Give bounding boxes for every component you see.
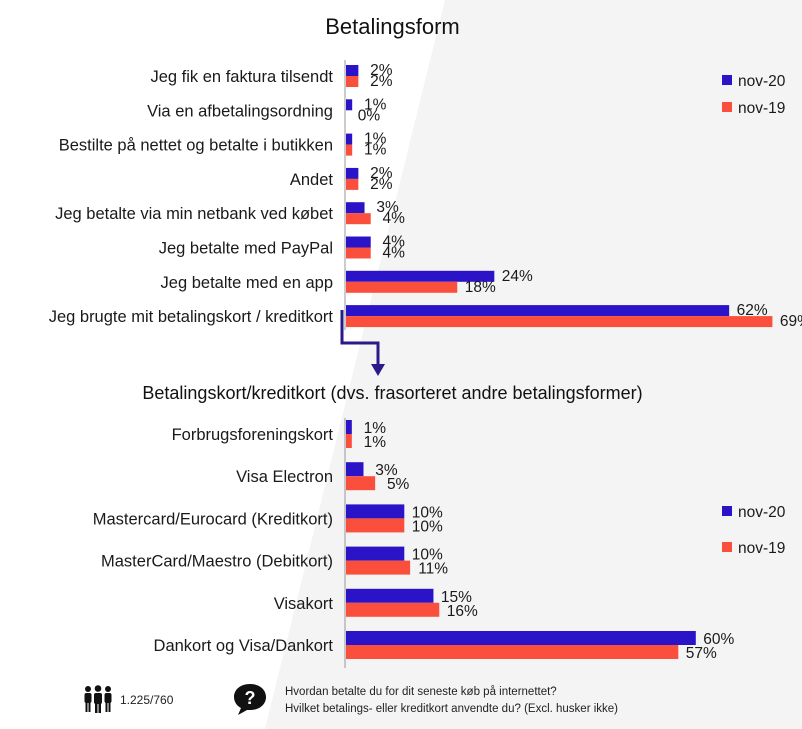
chart1-bar-nov19 [346, 144, 353, 156]
chart1-data-label: 0% [358, 107, 381, 124]
chart2-data-label: 60% [703, 631, 734, 648]
chart2-bar-nov19 [346, 602, 440, 617]
chart2-bar-nov20 [346, 631, 696, 645]
chart2-data-label: 1% [364, 434, 387, 451]
chart1-category-label: Jeg betalte via min netbank ved købet [55, 205, 333, 223]
chart2-data-label: 3% [375, 462, 398, 479]
chart1-data-label: 4% [383, 210, 406, 227]
chart2-legend-label: nov-19 [738, 540, 785, 557]
chart1-data-label: 18% [465, 279, 496, 296]
chart1-data-label: 3% [376, 199, 399, 216]
chart2-data-label: 15% [441, 589, 472, 606]
chart1-bar-nov20 [346, 236, 371, 248]
chart1-bar-nov20 [346, 202, 365, 214]
chart2-bar-nov20 [346, 462, 364, 477]
question-line-2: Hvilket betalings- eller kreditkort anve… [285, 703, 619, 715]
chart2-bar-nov19 [346, 476, 376, 491]
chart1-bar-nov19 [346, 178, 359, 190]
chart1-bar-nov20 [346, 133, 353, 145]
chart2-category-label: Visa Electron [236, 468, 333, 486]
chart1-data-label: 4% [383, 245, 406, 262]
chart2-title: Betalingskort/kreditkort (dvs. frasorter… [142, 383, 643, 403]
chart1-bar-nov20 [346, 305, 730, 317]
chart1-category-label: Jeg betalte med en app [161, 274, 333, 292]
chart1-bar-nov19 [346, 76, 359, 87]
chart1-category-label: Jeg fik en faktura tilsendt [150, 68, 333, 86]
chart1-data-label: 2% [370, 62, 393, 79]
chart2-data-label: 5% [387, 476, 410, 493]
chart1-category-label: Jeg betalte med PayPal [159, 240, 333, 258]
chart2-legend-swatch [722, 506, 732, 516]
chart2-bar-nov20 [346, 420, 352, 434]
chart2-data-label: 1% [364, 420, 387, 437]
chart1-category-label: Bestilte på nettet og betalte i butikken [59, 137, 333, 155]
chart1-bar-nov19 [346, 281, 458, 293]
chart1-legend-label: nov-19 [738, 100, 785, 117]
people-icon [82, 684, 114, 719]
chart1-bar-nov20 [346, 167, 359, 179]
question-bubble-icon: ? [232, 682, 268, 721]
chart2-bar-nov19 [346, 434, 352, 448]
chart2-bar-nov20 [346, 588, 434, 603]
chart1-data-label: 4% [383, 234, 406, 251]
chart2-bar-nov20 [346, 546, 405, 561]
chart1-data-label: 1% [364, 131, 387, 148]
chart1-data-label: 2% [370, 73, 393, 90]
svg-text:?: ? [245, 688, 256, 708]
chart1-bar-nov19 [346, 316, 773, 328]
chart2-data-label: 10% [412, 547, 443, 564]
chart1-legend-label: nov-20 [738, 73, 786, 90]
chart1-data-label: 1% [364, 96, 387, 113]
chart2-category-label: Dankort og Visa/Dankort [154, 637, 334, 655]
chart1-bar-nov20 [346, 99, 353, 111]
chart1-data-label: 69% [780, 313, 802, 330]
chart2-legend-swatch [722, 542, 732, 552]
chart2-data-label: 10% [412, 518, 443, 535]
chart1-data-label: 1% [364, 142, 387, 159]
chart1-category-label: Andet [290, 171, 334, 189]
chart1-category-label: Via en afbetalingsordning [147, 102, 333, 120]
chart2-data-label: 16% [447, 603, 478, 620]
chart1-bar-nov20 [346, 270, 495, 282]
chart1-legend-swatch [722, 102, 732, 112]
chart1-data-label: 62% [737, 302, 768, 319]
chart2-bar-nov19 [346, 560, 411, 575]
chart2-bar-nov19 [346, 518, 405, 533]
chart2-bar-nov19 [346, 645, 679, 659]
chart1-bar-nov20 [346, 65, 359, 76]
chart1-category-label: Jeg brugte mit betalingskort / kreditkor… [49, 308, 334, 326]
chart2-data-label: 57% [686, 645, 717, 662]
chart2-category-label: Forbrugsforeningskort [172, 426, 334, 444]
chart2-category-label: Mastercard/Eurocard (Kreditkort) [93, 510, 333, 528]
chart1-bar-nov19 [346, 213, 371, 225]
connector-arrowhead [371, 364, 385, 376]
chart1-data-label: 2% [370, 176, 393, 193]
chart2-data-label: 11% [418, 561, 448, 578]
chart2-bar-nov20 [346, 504, 405, 519]
chart2-legend-label: nov-20 [738, 504, 786, 521]
chart2-category-label: MasterCard/Maestro (Debitkort) [101, 553, 333, 571]
sample-size: 1.225/760 [120, 693, 174, 707]
chart1-bar-nov19 [346, 247, 371, 259]
question-line-1: Hvordan betalte du for dit seneste køb p… [285, 686, 557, 698]
chart1-title: Betalingsform [325, 14, 460, 39]
chart1-data-label: 2% [370, 165, 393, 182]
chart2-data-label: 10% [412, 504, 443, 521]
chart1-data-label: 24% [502, 268, 533, 285]
chart2-category-label: Visakort [274, 595, 334, 613]
chart1-legend-swatch [722, 75, 732, 85]
connector-arrow [340, 310, 380, 365]
